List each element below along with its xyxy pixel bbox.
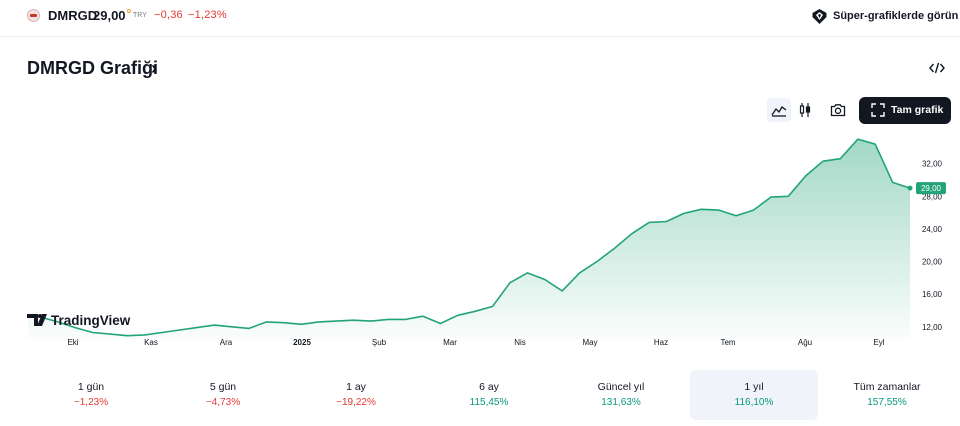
period-change: 157,55% (867, 397, 907, 408)
period-change: −1,23% (73, 397, 109, 408)
x-tick-label: Kas (144, 338, 158, 347)
x-tick-label: May (582, 338, 597, 347)
currency-label: TRY (133, 12, 147, 19)
period-label: 1 yıl (744, 381, 764, 393)
price-line (27, 138, 911, 337)
x-tick-label: Şub (372, 338, 387, 347)
period-change: −4,73% (205, 397, 241, 408)
y-tick-label: 20,00 (922, 258, 943, 267)
period-button[interactable]: 1 ay −19,22% (292, 370, 420, 420)
period-change: 131,63% (601, 397, 641, 408)
camera-icon (830, 104, 846, 117)
y-tick-label: 24,00 (922, 225, 943, 234)
period-change: −19,22% (336, 397, 376, 408)
period-button[interactable]: 5 gün −4,73% (159, 370, 287, 420)
y-tick-label: 32,00 (922, 160, 943, 169)
period-label: Güncel yıl (597, 381, 645, 393)
price-change-percent: −1,23% (188, 9, 227, 21)
period-button[interactable]: 6 ay 115,45% (425, 370, 553, 420)
market-status-icon (127, 9, 131, 13)
x-tick-label: Ağu (798, 338, 812, 347)
symbol-name[interactable]: DMRGD (48, 8, 98, 23)
y-tick-label: 16,00 (922, 290, 943, 299)
area-chart-button[interactable] (767, 98, 791, 122)
period-button[interactable]: Tüm zamanlar 157,55% (823, 370, 951, 420)
candles-icon (799, 103, 811, 117)
period-selector: 1 gün −1,23% 5 gün −4,73% 1 ay −19,22% 6 ay 115… (0, 370, 960, 420)
last-price-tag (916, 182, 946, 195)
symbol-header: DMRGD 29,00 TRY −0,36 −1,23% Süper-grafi… (0, 0, 960, 37)
period-label: Tüm zamanlar (853, 381, 921, 393)
period-label: 6 ay (479, 381, 499, 393)
price-change: −0,36 (154, 9, 183, 21)
period-label: 1 ay (346, 381, 366, 393)
x-tick-label: Mar (443, 338, 457, 347)
period-label: 1 gün (77, 381, 105, 393)
supercharts-link[interactable]: Süper-grafiklerde görün (833, 10, 959, 22)
tradingview-watermark: TradingView (27, 313, 131, 328)
x-tick-label: Ara (220, 338, 233, 347)
full-chart-label: Tam grafik (891, 104, 944, 116)
symbol-price: 29,00 (93, 8, 126, 23)
period-change: 115,45% (469, 397, 509, 408)
x-tick-label: Eyl (873, 338, 884, 347)
x-tick-label: Tem (720, 338, 735, 347)
last-price-label: 29,00 (921, 184, 942, 193)
period-button[interactable]: Güncel yıl 131,63% (557, 370, 685, 420)
tradingview-logo-icon (27, 314, 47, 326)
supercharts-icon[interactable] (811, 8, 828, 25)
y-tick-label: 12,00 (922, 323, 943, 332)
price-point (907, 185, 913, 191)
y-tick-label: 28,00 (922, 192, 943, 201)
full-chart-button[interactable]: Tam grafik (859, 97, 951, 124)
area-chart-icon (771, 106, 787, 117)
snapshot-button[interactable] (826, 98, 850, 122)
company-logo (27, 9, 40, 22)
x-tick-label: Nis (514, 338, 526, 347)
candles-button[interactable] (793, 98, 817, 122)
period-label: 5 gün (209, 381, 237, 393)
chevron-right-icon[interactable]: › (151, 58, 157, 78)
x-tick-label: Haz (654, 338, 668, 347)
period-change: 116,10% (734, 397, 774, 408)
tradingview-logo-dot (38, 314, 42, 318)
price-area-fill (28, 139, 910, 339)
period-button[interactable]: 1 yıl 116,10% (690, 370, 818, 420)
x-tick-label: 2025 (293, 338, 311, 347)
x-tick-label: Eki (67, 338, 78, 347)
period-button[interactable]: 1 gün −1,23% (27, 370, 155, 420)
watermark-text: TradingView (51, 313, 131, 328)
page-title[interactable]: DMRGD Grafiği (27, 58, 159, 78)
embed-code-icon[interactable] (929, 62, 945, 74)
fullscreen-icon (871, 103, 885, 117)
